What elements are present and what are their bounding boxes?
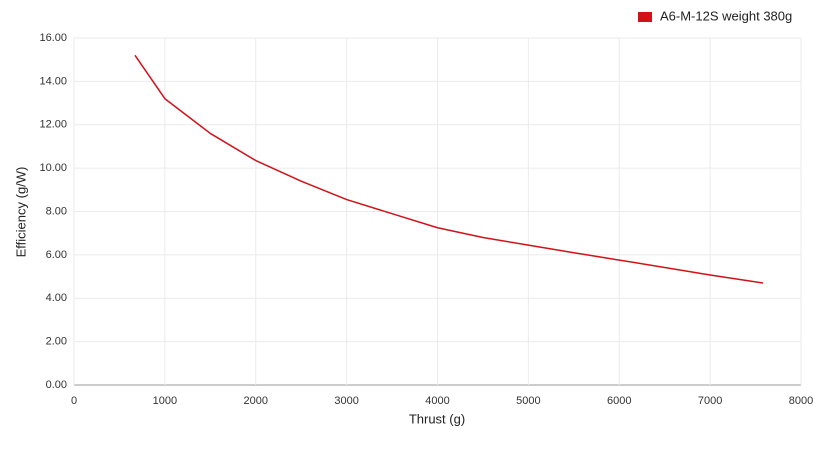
y-tick-label: 14.00 <box>39 75 67 87</box>
y-axis-title: Efficiency (g/W) <box>13 167 28 258</box>
x-axis-title: Thrust (g) <box>409 411 465 426</box>
x-tick-label: 3000 <box>334 395 358 407</box>
y-tick-label: 6.00 <box>46 249 67 261</box>
y-tick-label: 8.00 <box>46 205 67 217</box>
x-tick-label: 4000 <box>425 395 449 407</box>
x-tick-label: 7000 <box>698 395 722 407</box>
y-tick-label: 4.00 <box>46 292 67 304</box>
y-tick-label: 10.00 <box>39 162 67 174</box>
x-tick-label: 8000 <box>789 395 813 407</box>
y-tick-label: 12.00 <box>39 119 67 131</box>
x-tick-label: 0 <box>71 395 77 407</box>
legend-swatch <box>638 12 652 22</box>
y-tick-label: 16.00 <box>39 32 67 44</box>
y-tick-label: 0.00 <box>46 379 67 391</box>
x-tick-label: 5000 <box>516 395 540 407</box>
y-tick-label: 2.00 <box>46 336 67 348</box>
legend-text: A6-M-12S weight 380g <box>660 8 792 23</box>
x-tick-label: 1000 <box>153 395 177 407</box>
x-tick-label: 2000 <box>244 395 268 407</box>
x-tick-label: 6000 <box>607 395 631 407</box>
data-line <box>134 54 764 284</box>
